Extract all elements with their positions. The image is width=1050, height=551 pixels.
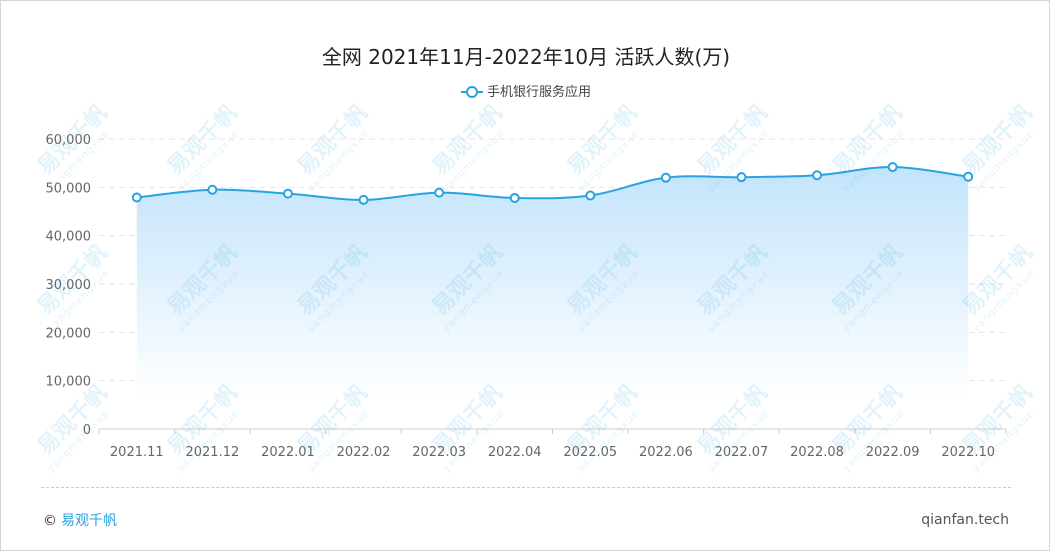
- data-point: [660, 172, 671, 183]
- data-point: [358, 194, 369, 205]
- x-tick-label: 2022.01: [261, 445, 315, 460]
- copyright: © 易观千帆: [43, 510, 117, 530]
- data-point: [812, 170, 823, 181]
- x-tick-label: 2021.12: [185, 445, 239, 460]
- y-tick-label: 20,000: [46, 326, 92, 341]
- footer-divider: [41, 487, 1011, 488]
- copyright-icon: ©: [43, 513, 57, 529]
- series-line: [136, 166, 969, 201]
- legend[interactable]: 手机银行服务应用: [1, 81, 1049, 100]
- x-tick-label: 2022.08: [790, 445, 844, 460]
- y-tick-label: 60,000: [46, 133, 92, 148]
- data-point: [131, 192, 142, 203]
- y-tick-label: 10,000: [46, 375, 92, 390]
- y-tick-label: 30,000: [46, 278, 92, 293]
- data-point: [585, 190, 596, 201]
- x-tick-label: 2022.06: [639, 445, 693, 460]
- y-tick-label: 0: [83, 423, 91, 438]
- y-tick-label: 40,000: [46, 230, 92, 245]
- chart-title: 全网 2021年11月-2022年10月 活跃人数(万): [321, 45, 731, 69]
- y-tick-label: 50,000: [46, 181, 92, 196]
- x-tick-label: 2022.10: [941, 445, 995, 460]
- data-point: [207, 184, 218, 195]
- data-point: [887, 162, 898, 173]
- legend-label: 手机银行服务应用: [486, 85, 591, 100]
- site-url: qianfan.tech: [921, 512, 1009, 528]
- x-tick-label: 2022.03: [412, 445, 466, 460]
- x-tick-label: 2022.04: [488, 445, 542, 460]
- data-point: [282, 188, 293, 199]
- data-point: [434, 187, 445, 198]
- x-tick-label: 2022.07: [715, 445, 769, 460]
- x-tick-label: 2022.09: [866, 445, 920, 460]
- data-point: [963, 171, 974, 182]
- x-tick-label: 2021.11: [110, 445, 164, 460]
- brand-name: 易观千帆: [61, 513, 117, 529]
- data-point: [736, 172, 747, 183]
- legend-marker-icon: [460, 85, 483, 98]
- x-tick-label: 2022.02: [337, 445, 391, 460]
- x-tick-label: 2022.05: [563, 445, 617, 460]
- series-area: [136, 167, 969, 400]
- data-point: [509, 192, 520, 203]
